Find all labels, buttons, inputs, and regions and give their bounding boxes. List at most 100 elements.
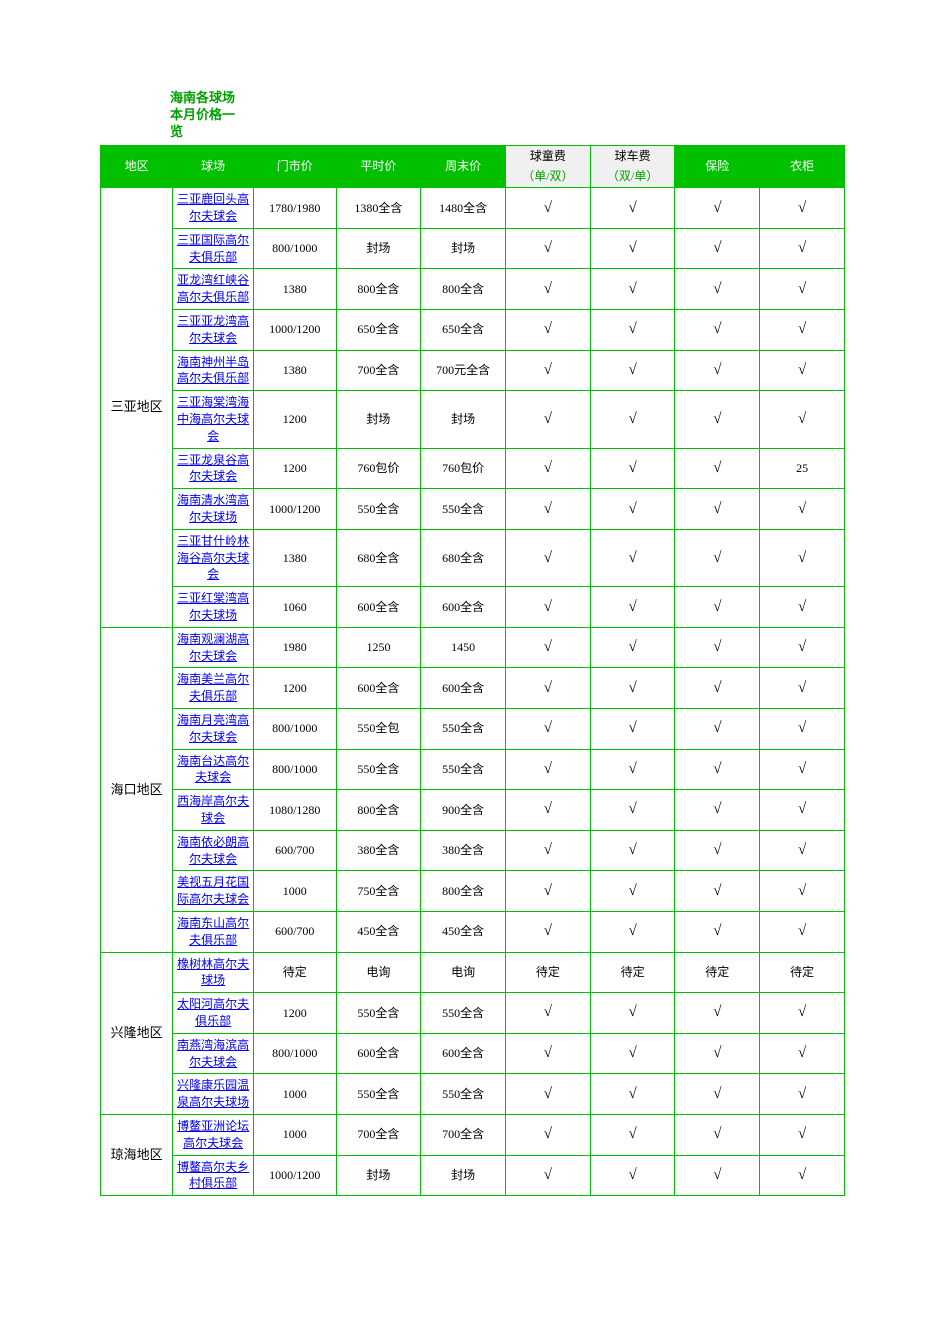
course-link[interactable]: 海南依必朗高尔夫球会 (177, 835, 249, 866)
check-icon: √ (798, 321, 806, 337)
check-icon: √ (544, 321, 552, 337)
value-cell: √ (760, 1033, 845, 1074)
value-cell: 电询 (336, 952, 421, 993)
value-cell: √ (760, 627, 845, 668)
course-link[interactable]: 海南台达高尔夫球会 (177, 754, 249, 785)
course-link[interactable]: 海南月亮湾高尔夫球会 (177, 713, 249, 744)
course-cell: 橡树林高尔夫球场 (173, 952, 254, 993)
value-cell: √ (760, 269, 845, 310)
course-link[interactable]: 三亚甘什岭林海谷高尔夫球会 (177, 534, 249, 582)
check-icon: √ (544, 200, 552, 216)
value-cell: √ (590, 391, 675, 448)
value-cell: 待定 (506, 952, 591, 993)
course-link[interactable]: 西海岸高尔夫球会 (177, 794, 249, 825)
value-cell: 800/1000 (253, 228, 336, 269)
value-cell: √ (760, 911, 845, 952)
check-icon: √ (628, 680, 636, 696)
check-icon: √ (798, 883, 806, 899)
course-cell: 海南月亮湾高尔夫球会 (173, 708, 254, 749)
value-cell: 待定 (760, 952, 845, 993)
course-link[interactable]: 南燕湾海滨高尔夫球会 (177, 1038, 249, 1069)
value-cell: √ (590, 871, 675, 912)
course-link[interactable]: 海南东山高尔夫俱乐部 (177, 916, 249, 947)
course-link[interactable]: 三亚国际高尔夫俱乐部 (177, 233, 249, 264)
check-icon: √ (713, 321, 721, 337)
value-cell: √ (590, 708, 675, 749)
check-icon: √ (798, 240, 806, 256)
value-cell: 1480全含 (421, 188, 506, 229)
value-cell: √ (590, 1033, 675, 1074)
value-cell: √ (675, 269, 760, 310)
col-insurance: 保险 (675, 145, 760, 188)
check-icon: √ (628, 501, 636, 517)
course-link[interactable]: 橡树林高尔夫球场 (177, 957, 249, 988)
course-cell: 海南美兰高尔夫俱乐部 (173, 668, 254, 709)
value-cell: 1450 (421, 627, 506, 668)
check-icon: √ (798, 1126, 806, 1142)
check-icon: √ (544, 1167, 552, 1183)
table-row: 海南东山高尔夫俱乐部600/700450全含450全含√√√√ (101, 911, 845, 952)
course-link[interactable]: 海南美兰高尔夫俱乐部 (177, 672, 249, 703)
course-link[interactable]: 美视五月花国际高尔夫球会 (177, 875, 249, 906)
check-icon: √ (798, 801, 806, 817)
check-icon: √ (798, 1167, 806, 1183)
value-cell: √ (506, 350, 591, 391)
price-table: 地区 球场 门市价 平时价 周末价 球童费 球车费 保险 衣柜 （单/双） （双… (100, 145, 845, 1196)
course-link[interactable]: 博鳌高尔夫乡村俱乐部 (177, 1160, 249, 1191)
value-cell: 550全含 (421, 1074, 506, 1115)
check-icon: √ (544, 1045, 552, 1061)
value-cell: 700元全含 (421, 350, 506, 391)
course-link[interactable]: 博鳌亚洲论坛高尔夫球会 (177, 1119, 249, 1150)
check-icon: √ (544, 599, 552, 615)
course-link[interactable]: 三亚鹿回头高尔夫球会 (177, 192, 249, 223)
value-cell: 800/1000 (253, 749, 336, 790)
value-cell: √ (590, 228, 675, 269)
value-cell: 450全含 (336, 911, 421, 952)
course-link[interactable]: 海南观澜湖高尔夫球会 (177, 632, 249, 663)
value-cell: √ (675, 1074, 760, 1115)
title-line-3: 览 (170, 124, 183, 139)
value-cell: 封场 (336, 391, 421, 448)
value-cell: 800全含 (336, 269, 421, 310)
value-cell: √ (506, 627, 591, 668)
course-link[interactable]: 太阳河高尔夫俱乐部 (177, 997, 249, 1028)
value-cell: 380全含 (421, 830, 506, 871)
col-locker: 衣柜 (760, 145, 845, 188)
value-cell: √ (760, 529, 845, 586)
table-row: 西海岸高尔夫球会1080/1280800全含900全含√√√√ (101, 790, 845, 831)
course-cell: 三亚国际高尔夫俱乐部 (173, 228, 254, 269)
check-icon: √ (628, 883, 636, 899)
course-link[interactable]: 亚龙湾红峡谷高尔夫俱乐部 (177, 273, 249, 304)
value-cell: √ (506, 1155, 591, 1196)
course-link[interactable]: 兴隆康乐园温泉高尔夫球场 (177, 1078, 249, 1109)
value-cell: √ (506, 708, 591, 749)
value-cell: 封场 (421, 228, 506, 269)
course-link[interactable]: 海南神州半岛高尔夫俱乐部 (177, 355, 249, 386)
table-row: 海南神州半岛高尔夫俱乐部1380700全含700元全含√√√√ (101, 350, 845, 391)
value-cell: 600全含 (421, 1033, 506, 1074)
course-link[interactable]: 三亚亚龙湾高尔夫球会 (177, 314, 249, 345)
col-weekend: 周末价 (421, 145, 506, 188)
table-row: 太阳河高尔夫俱乐部1200550全含550全含√√√√ (101, 993, 845, 1034)
value-cell: 1780/1980 (253, 188, 336, 229)
course-cell: 兴隆康乐园温泉高尔夫球场 (173, 1074, 254, 1115)
course-cell: 太阳河高尔夫俱乐部 (173, 993, 254, 1034)
col-region: 地区 (101, 145, 173, 188)
value-cell: 封场 (336, 1155, 421, 1196)
value-cell: 600全含 (421, 668, 506, 709)
value-cell: 1000 (253, 871, 336, 912)
value-cell: √ (590, 830, 675, 871)
check-icon: √ (713, 281, 721, 297)
course-link[interactable]: 三亚红棠湾高尔夫球场 (177, 591, 249, 622)
check-icon: √ (798, 362, 806, 378)
course-cell: 海南东山高尔夫俱乐部 (173, 911, 254, 952)
value-cell: √ (590, 310, 675, 351)
check-icon: √ (798, 200, 806, 216)
value-cell: 800全含 (421, 269, 506, 310)
course-link[interactable]: 海南清水湾高尔夫球场 (177, 493, 249, 524)
check-icon: √ (628, 411, 636, 427)
course-link[interactable]: 三亚龙泉谷高尔夫球会 (177, 453, 249, 484)
check-icon: √ (713, 501, 721, 517)
course-link[interactable]: 三亚海棠湾海中海高尔夫球会 (177, 395, 249, 443)
value-cell: √ (675, 911, 760, 952)
